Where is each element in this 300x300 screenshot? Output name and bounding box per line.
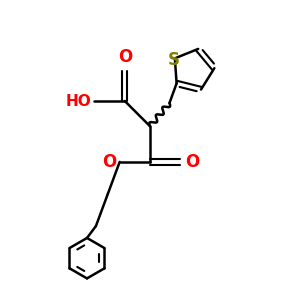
Text: O: O (103, 153, 117, 171)
Text: O: O (185, 153, 199, 171)
Text: S: S (167, 51, 179, 69)
Text: O: O (118, 48, 132, 66)
Text: HO: HO (66, 94, 92, 109)
